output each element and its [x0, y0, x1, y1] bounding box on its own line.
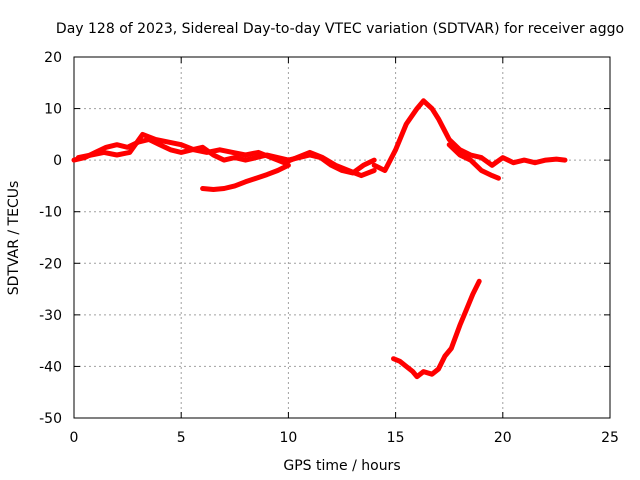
- y-tick-label: -10: [39, 205, 62, 221]
- x-tick-label: 25: [601, 430, 619, 446]
- x-tick-label: 10: [279, 430, 297, 446]
- y-tick-label: -40: [39, 359, 62, 375]
- y-tick-label: 0: [53, 153, 62, 169]
- x-tick-label: 5: [177, 430, 186, 446]
- series-line-4: [446, 142, 501, 181]
- chart-title: Day 128 of 2023, Sidereal Day-to-day VTE…: [56, 21, 624, 37]
- series-line-3: [371, 98, 568, 173]
- series-line-5: [391, 278, 482, 380]
- x-tick-label: 20: [494, 430, 512, 446]
- y-tick-label: 20: [44, 50, 62, 66]
- grid: [74, 57, 610, 418]
- y-tick-label: -20: [39, 256, 62, 272]
- y-tick-label: -50: [39, 411, 62, 427]
- x-axis-label: GPS time / hours: [283, 458, 400, 474]
- plot-frame: [73, 56, 611, 419]
- x-tick-label: 0: [70, 430, 79, 446]
- series-group: [71, 98, 568, 380]
- y-tick-label: -30: [39, 308, 62, 324]
- x-tick-label: 15: [387, 430, 405, 446]
- y-axis-label: SDTVAR / TECUs: [6, 181, 22, 296]
- series-line-1: [75, 131, 377, 179]
- y-tick-label: 10: [44, 102, 62, 118]
- series-line-2: [200, 162, 291, 192]
- axis-ticks: 0 5 10 15 20 25 -50 -40 -30 -20 -10 0 10 20: [39, 50, 619, 446]
